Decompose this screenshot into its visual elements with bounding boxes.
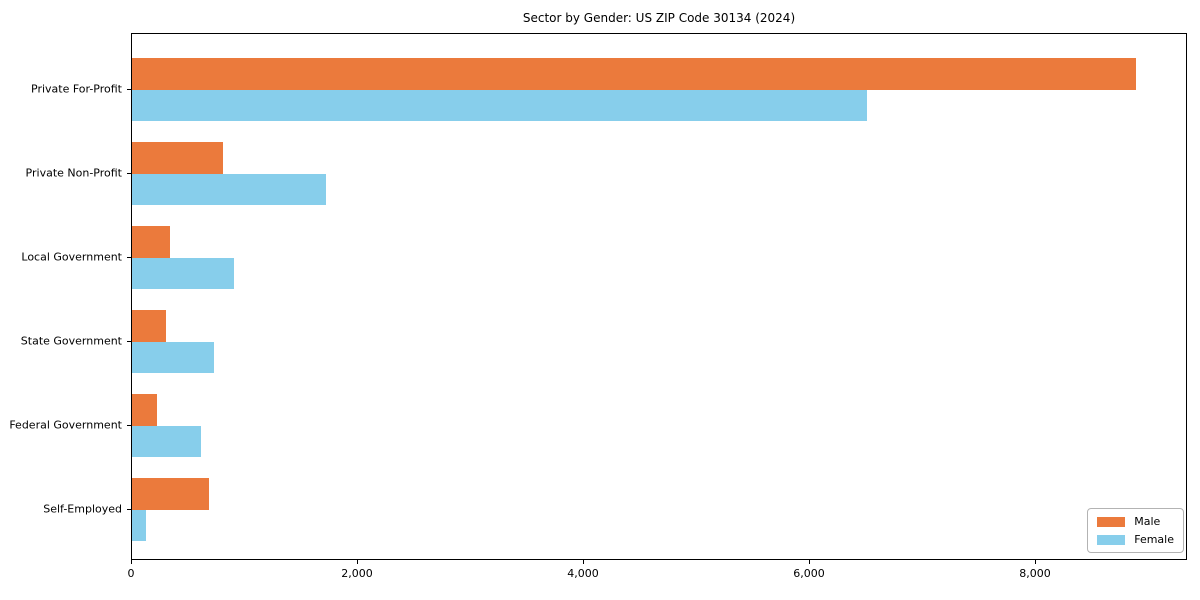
- legend: Male Female: [1087, 508, 1184, 553]
- bar-male-state-government: [132, 310, 166, 342]
- xtick-label-6000: 6,000: [793, 567, 825, 580]
- xtick-mark: [356, 560, 358, 564]
- ytick-label-private-non-profit: Private Non-Profit: [25, 166, 122, 179]
- ytick-mark: [127, 508, 131, 510]
- ytick-label-local-government: Local Government: [21, 250, 122, 263]
- xtick-mark: [1034, 560, 1036, 564]
- bar-female-federal-government: [132, 425, 201, 457]
- bar-male-federal-government: [132, 394, 157, 426]
- ytick-mark: [127, 424, 131, 426]
- bar-male-private-for-profit: [132, 58, 1137, 90]
- xtick-mark: [808, 560, 810, 564]
- ytick-mark: [127, 88, 131, 90]
- bar-female-local-government: [132, 257, 235, 289]
- female-series-swatch: [1097, 534, 1126, 545]
- xtick-label-0: 0: [127, 567, 135, 580]
- bar-male-local-government: [132, 226, 170, 258]
- bar-male-private-non-profit: [132, 142, 223, 174]
- xtick-label-2000: 2,000: [341, 567, 373, 580]
- xtick-mark: [130, 560, 132, 564]
- ytick-mark: [127, 256, 131, 258]
- legend-label-female: Female: [1134, 533, 1174, 546]
- ytick-label-private-for-profit: Private For-Profit: [31, 82, 122, 95]
- xtick-mark: [582, 560, 584, 564]
- legend-label-male: Male: [1134, 515, 1161, 528]
- bars-layer: [132, 34, 1186, 559]
- bar-male-self-employed: [132, 478, 210, 510]
- ytick-label-state-government: State Government: [20, 334, 122, 347]
- plot-area: Male Female: [131, 33, 1187, 560]
- bar-female-private-non-profit: [132, 173, 326, 205]
- legend-entry-male: Male: [1097, 516, 1174, 527]
- bar-female-self-employed: [132, 509, 147, 541]
- bar-female-private-for-profit: [132, 89, 868, 121]
- xtick-label-8000: 8,000: [1019, 567, 1051, 580]
- ytick-mark: [127, 340, 131, 342]
- bar-female-state-government: [132, 341, 215, 373]
- ytick-label-federal-government: Federal Government: [9, 418, 122, 431]
- male-series-swatch: [1097, 516, 1126, 527]
- ytick-mark: [127, 172, 131, 174]
- xtick-label-4000: 4,000: [567, 567, 599, 580]
- chart-title: Sector by Gender: US ZIP Code 30134 (202…: [522, 11, 796, 25]
- ytick-label-self-employed: Self-Employed: [43, 502, 122, 515]
- legend-entry-female: Female: [1097, 534, 1174, 545]
